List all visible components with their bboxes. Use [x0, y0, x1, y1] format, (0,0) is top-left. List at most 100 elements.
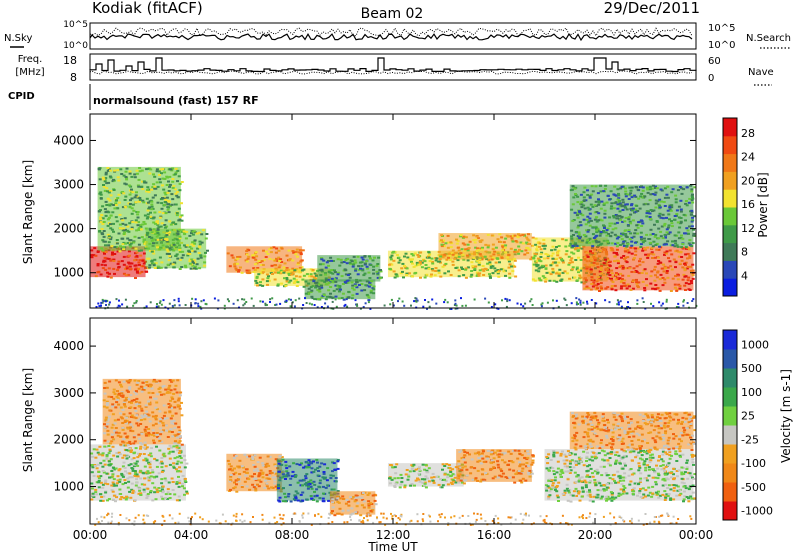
echo-cell [677, 283, 681, 286]
echo-cell [474, 246, 478, 249]
echo-cell [595, 284, 599, 287]
echo-cell [476, 237, 480, 240]
echo-cell [170, 477, 174, 480]
echo-cell [663, 495, 667, 498]
echo-cell [336, 467, 340, 470]
echo-cell [160, 207, 164, 210]
echo-cell [623, 472, 627, 475]
echo-cell [614, 273, 618, 276]
echo-cell [474, 477, 478, 480]
echo-cell [638, 481, 642, 483]
echo-cell [200, 307, 203, 310]
echo-cell [167, 199, 170, 202]
echo-cell [110, 245, 114, 248]
echo-cell [487, 259, 491, 262]
echo-cell [683, 262, 687, 265]
echo-cell [681, 243, 685, 245]
echo-cell [595, 288, 599, 291]
echo-cell [531, 459, 535, 462]
echo-cell [185, 244, 189, 247]
echo-cell [371, 287, 375, 290]
echo-cell [397, 256, 401, 259]
echo-cell [318, 263, 322, 266]
echo-cell [99, 481, 103, 484]
echo-cell [147, 400, 150, 403]
echo-cell [109, 223, 112, 226]
echo-cell [293, 494, 297, 497]
echo-cell [144, 270, 148, 273]
echo-cell [167, 481, 171, 484]
echo-cell [691, 277, 695, 280]
echo-cell [506, 300, 509, 303]
echo-cell [653, 279, 657, 282]
echo-cell [196, 257, 200, 260]
echo-cell [624, 455, 628, 458]
echo-cell [273, 479, 277, 482]
echo-cell [614, 289, 618, 292]
echo-cell [131, 467, 135, 470]
echo-cell [153, 185, 157, 188]
echo-cell [177, 297, 180, 300]
echo-cell [519, 463, 523, 466]
echo-cell [144, 471, 148, 474]
echo-cell [680, 192, 684, 195]
echo-cell [153, 486, 157, 489]
echo-cell [400, 480, 404, 483]
echo-cell [600, 265, 604, 268]
echo-cell [465, 474, 469, 477]
echo-cell [460, 478, 463, 481]
echo-cell [602, 484, 606, 486]
echo-cell [660, 304, 663, 307]
echo-cell [610, 493, 614, 496]
echo-cell [125, 457, 129, 460]
echo-cell [502, 270, 506, 273]
echo-cell [90, 254, 94, 257]
echo-cell [312, 280, 316, 283]
echo-cell [572, 490, 576, 493]
echo-cell [176, 436, 179, 439]
echo-cell [163, 418, 167, 420]
echo-cell [284, 500, 288, 503]
echo-cell [583, 307, 586, 310]
echo-cell [106, 299, 109, 302]
echo-cell [693, 497, 697, 500]
echo-cell [608, 260, 612, 263]
echo-cell [665, 252, 668, 255]
echo-cell [563, 465, 567, 468]
echo-cell [136, 211, 140, 213]
echo-cell [600, 288, 604, 291]
echo-cell [163, 201, 167, 203]
echo-cell [167, 206, 171, 209]
echo-cell [105, 457, 109, 460]
echo-cell [649, 193, 653, 196]
echo-cell [626, 306, 628, 308]
echo-cell [248, 272, 252, 274]
echo-cell [245, 260, 249, 263]
echo-cell [326, 305, 329, 308]
echo-cell [139, 254, 143, 257]
echo-cell [498, 474, 502, 477]
echo-cell [146, 189, 150, 191]
echo-cell [229, 488, 232, 491]
echo-cell [185, 230, 189, 233]
echo-cell [599, 484, 603, 487]
echo-cell [113, 393, 117, 395]
echo-cell [518, 234, 522, 237]
echo-cell [107, 244, 111, 247]
echo-cell [312, 460, 315, 463]
echo-cell [417, 478, 421, 481]
echo-cell [471, 478, 475, 481]
echo-cell [143, 387, 147, 389]
echo-cell [160, 261, 164, 264]
echo-cell [172, 221, 176, 224]
echo-cell [128, 447, 132, 450]
echo-cell [586, 194, 590, 196]
echo-cell [625, 492, 629, 495]
echo-cell [139, 442, 143, 444]
echo-cell [126, 444, 130, 447]
echo-cell [637, 221, 641, 224]
echo-cell [351, 287, 355, 290]
echo-cell [619, 456, 623, 459]
echo-cell [481, 256, 485, 259]
echo-cell [679, 217, 683, 219]
